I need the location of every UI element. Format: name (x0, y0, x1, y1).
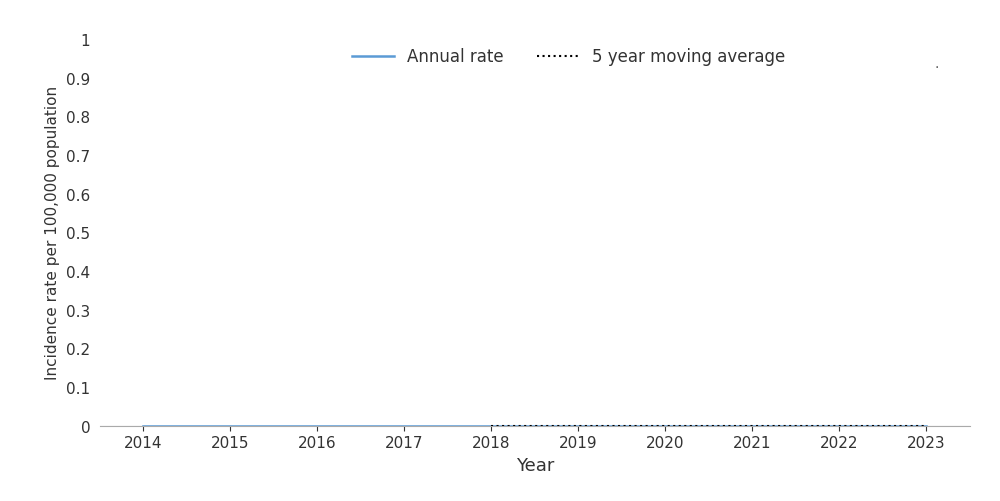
Annual rate (398, 423, 410, 429)
5 year moving average (920, 423, 932, 429)
Annual rate (746, 423, 758, 429)
X-axis label: Year: Year (516, 456, 554, 474)
Annual rate (311, 423, 323, 429)
Annual rate (485, 423, 497, 429)
5 year moving average (746, 423, 758, 429)
5 year moving average (833, 423, 845, 429)
5 year moving average (572, 423, 584, 429)
Legend: Annual rate, 5 year moving average: Annual rate, 5 year moving average (352, 49, 785, 66)
Annual rate (920, 423, 932, 429)
Text: .: . (935, 57, 939, 71)
Annual rate (659, 423, 671, 429)
Annual rate (224, 423, 236, 429)
Annual rate (137, 423, 149, 429)
5 year moving average (659, 423, 671, 429)
Annual rate (833, 423, 845, 429)
5 year moving average (485, 423, 497, 429)
Y-axis label: Incidence rate per 100,000 population: Incidence rate per 100,000 population (45, 86, 60, 380)
Annual rate (572, 423, 584, 429)
